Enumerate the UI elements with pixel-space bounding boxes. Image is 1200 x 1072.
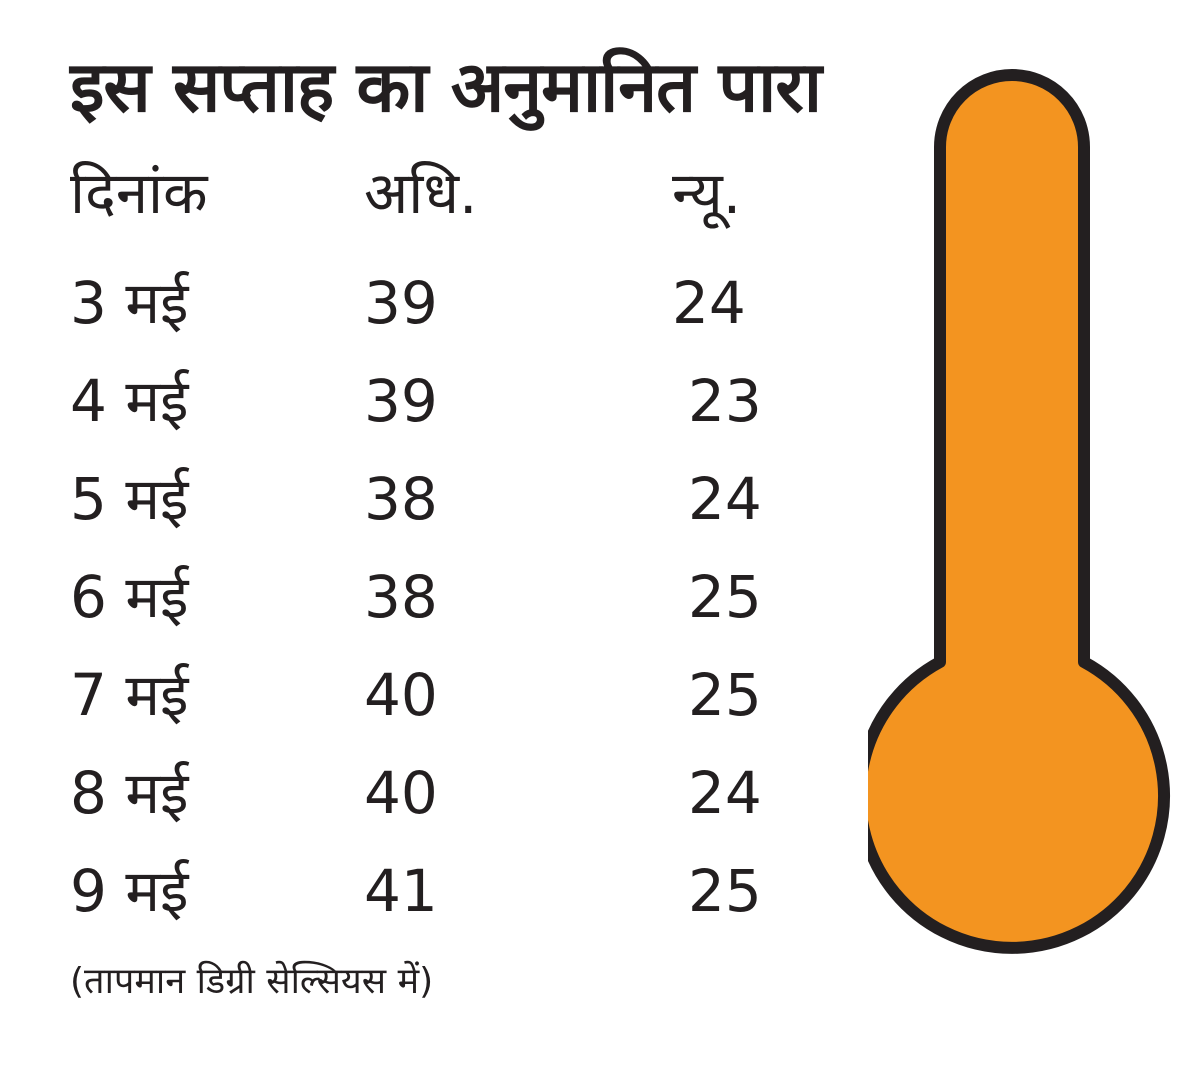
row-min: 24 [688, 465, 762, 533]
unit-note: (तापमान डिग्री सेल्सियस में) [70, 961, 434, 1002]
header-date: दिनांक [70, 159, 208, 227]
row-max: 38 [364, 563, 438, 631]
row-min: 23 [688, 367, 762, 435]
infographic-title: इस सप्ताह का अनुमानित पारा [70, 46, 822, 128]
row-min: 24 [672, 269, 746, 337]
table-row: 9 मई 41 25 [70, 858, 790, 956]
row-max: 40 [364, 661, 438, 729]
row-date: 9 मई [70, 857, 189, 925]
row-max: 38 [364, 465, 438, 533]
row-min: 25 [688, 857, 762, 925]
row-date: 3 मई [70, 269, 189, 337]
row-min: 24 [688, 759, 762, 827]
row-date: 4 मई [70, 367, 189, 435]
table-row: 6 मई 38 25 [70, 564, 790, 662]
thermometer-icon [868, 69, 1170, 954]
forecast-table: दिनांक अधि. न्यू. 3 मई 39 24 4 मई 39 23 … [70, 160, 790, 956]
row-max: 39 [364, 367, 438, 435]
row-date: 7 मई [70, 661, 189, 729]
thermometer-body [868, 69, 1170, 954]
row-date: 8 मई [70, 759, 189, 827]
header-min: न्यू. [672, 159, 742, 227]
row-max: 39 [364, 269, 438, 337]
table-header-row: दिनांक अधि. न्यू. [70, 160, 790, 270]
table-row: 3 मई 39 24 [70, 270, 790, 368]
table-row: 8 मई 40 24 [70, 760, 790, 858]
row-min: 25 [688, 563, 762, 631]
row-date: 6 मई [70, 563, 189, 631]
table-row: 7 मई 40 25 [70, 662, 790, 760]
row-date: 5 मई [70, 465, 189, 533]
row-min: 25 [688, 661, 762, 729]
table-row: 5 मई 38 24 [70, 466, 790, 564]
header-max: अधि. [364, 159, 478, 227]
table-row: 4 मई 39 23 [70, 368, 790, 466]
row-max: 40 [364, 759, 438, 827]
row-max: 41 [364, 857, 438, 925]
